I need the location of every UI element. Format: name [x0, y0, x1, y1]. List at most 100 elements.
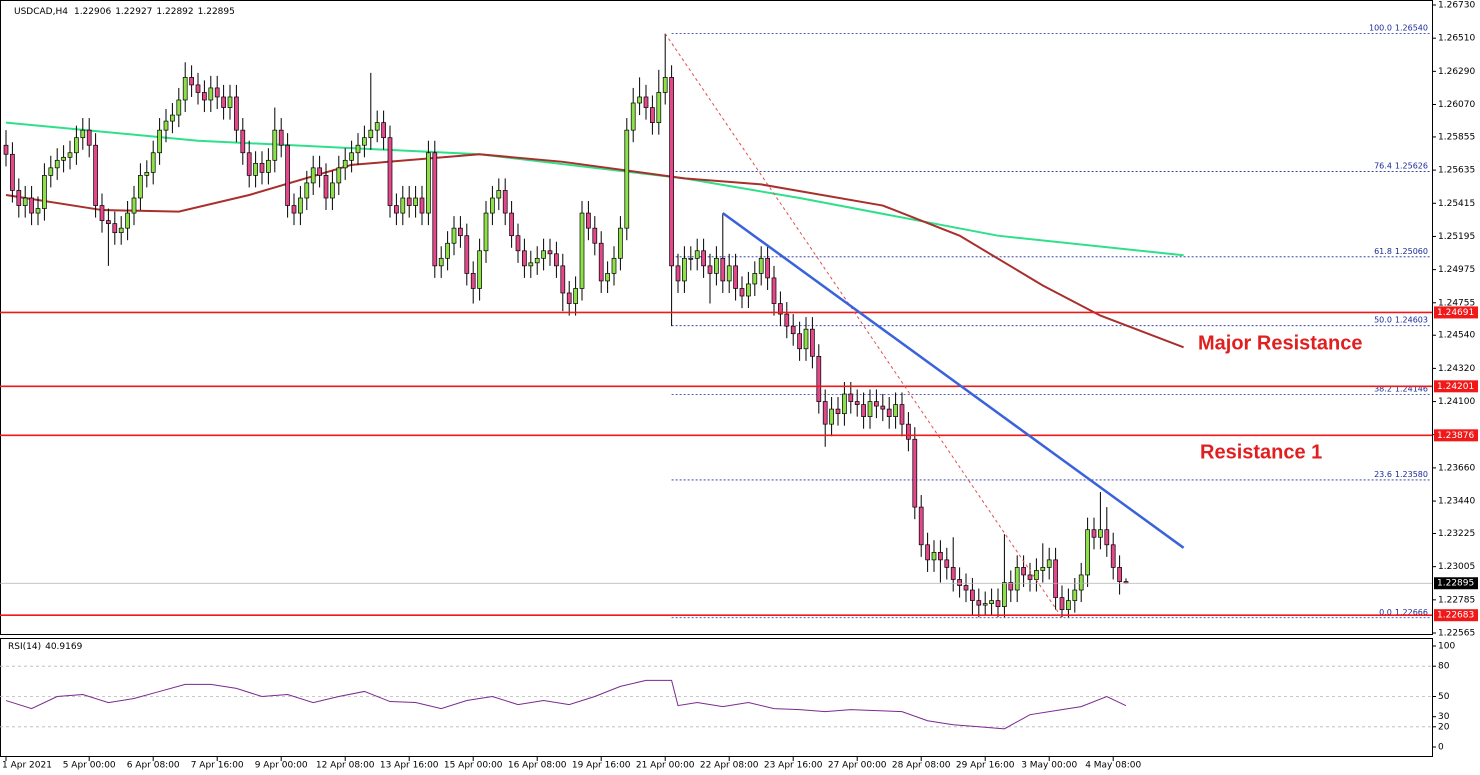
level-label: 1.23876 — [1437, 431, 1474, 441]
symbol: USDCAD,H4 — [14, 7, 68, 17]
candle-body — [1085, 529, 1090, 576]
y-tick-label: 1.23440 — [1438, 497, 1475, 507]
candle-body — [298, 197, 303, 214]
x-tick-label: 4 May 08:00 — [1085, 761, 1141, 771]
candle-body — [867, 401, 873, 417]
trendline — [664, 33, 1063, 619]
level-tag — [1434, 306, 1478, 319]
y-tick-label: 1.23005 — [1438, 562, 1475, 572]
candle-body — [1008, 582, 1014, 591]
candle-body — [1091, 529, 1097, 538]
candle-body — [355, 144, 361, 154]
rsi-tick-label: 30 — [1438, 712, 1450, 722]
candle-body — [477, 250, 482, 289]
rsi-tick-label: 100 — [1438, 642, 1455, 652]
chart-header: USDCAD,H4 1.22906 1.22927 1.22892 1.22895 — [14, 7, 235, 17]
candle-body — [662, 77, 668, 93]
rsi-tick-label: 20 — [1438, 722, 1450, 732]
candle-body — [170, 114, 175, 122]
candle-body — [125, 212, 130, 229]
y-tick-label: 1.26730 — [1438, 1, 1475, 11]
x-tick-label: 7 Apr 16:00 — [191, 761, 244, 771]
fib-ratio: 100.0 — [1369, 23, 1392, 32]
candle-body — [74, 137, 79, 154]
candle-body — [157, 129, 162, 154]
candle-body — [458, 227, 463, 237]
level-tag — [1434, 429, 1478, 442]
candle-body — [1053, 559, 1058, 598]
candle-body — [995, 600, 1001, 607]
y-tick-label: 1.22785 — [1438, 595, 1475, 605]
candle-body — [848, 393, 854, 402]
candle-body — [336, 167, 342, 184]
candle-body — [1027, 574, 1033, 580]
y-tick-label: 1.24100 — [1438, 397, 1475, 407]
candle-body — [957, 579, 962, 586]
y-tick-label: 1.23660 — [1438, 463, 1475, 473]
candle-body — [106, 220, 111, 224]
annotation: Major Resistance — [1198, 332, 1363, 354]
candle-body — [227, 96, 233, 108]
candle-body — [726, 265, 732, 282]
candle-body — [10, 153, 15, 191]
y-tick-label: 1.25195 — [1438, 232, 1475, 242]
candle-body — [528, 262, 534, 267]
candle-body — [432, 152, 438, 267]
y-tick-label: 1.25415 — [1438, 199, 1475, 209]
candle-body — [1078, 574, 1084, 591]
candle-body — [963, 585, 969, 591]
candle-body — [861, 404, 866, 417]
candle-body — [784, 313, 790, 327]
x-tick-label: 9 Apr 00:00 — [255, 761, 308, 771]
candle-body — [54, 159, 60, 169]
fib-ratio: 76.4 — [1374, 161, 1392, 170]
candle-body — [733, 265, 738, 289]
candle-body — [950, 567, 956, 580]
candle-body — [387, 137, 393, 206]
fib-price: 1.24146 — [1395, 384, 1428, 393]
candle-body — [598, 242, 604, 282]
candle-body — [253, 162, 258, 176]
candle-body — [131, 197, 137, 214]
x-tick-label: 28 Apr 08:00 — [892, 761, 951, 771]
candle-body — [400, 197, 406, 214]
candle-body — [1104, 529, 1110, 546]
candle-body — [765, 257, 770, 279]
candle-body — [259, 162, 265, 173]
candle-body — [970, 589, 975, 601]
candle-body — [451, 227, 457, 244]
y-tick-label: 1.24975 — [1438, 265, 1475, 275]
candle-body — [144, 172, 150, 176]
candle-body — [534, 257, 540, 264]
x-tick-label: 22 Apr 08:00 — [700, 761, 759, 771]
candle-body — [586, 212, 591, 229]
candle-body — [1066, 600, 1071, 610]
candle-body — [490, 197, 495, 214]
candle-body — [35, 208, 41, 214]
candle-body — [118, 227, 124, 234]
candle-body — [310, 167, 316, 184]
candle-body — [637, 96, 642, 104]
candle-body — [221, 96, 226, 108]
candle-body — [22, 197, 28, 206]
candle-body — [707, 265, 713, 274]
candle-body — [426, 152, 431, 214]
fib-label: 0.0 1.22666 — [1379, 607, 1428, 616]
fib-label: 38.2 1.24146 — [1374, 384, 1428, 393]
candle-body — [573, 288, 578, 304]
fib-label: 100.0 1.26540 — [1369, 23, 1428, 32]
candle-body — [630, 102, 636, 131]
candle-body — [374, 122, 380, 131]
candle-body — [176, 99, 182, 116]
rsi-value: 40.9169 — [45, 642, 82, 652]
candle-body — [688, 257, 694, 260]
candle-body — [1002, 582, 1007, 607]
rsi-tick-label: 50 — [1438, 692, 1450, 702]
candle-body — [246, 152, 252, 176]
last-close: 1.22895 — [198, 7, 235, 17]
fib-label: 61.8 1.25060 — [1374, 246, 1428, 255]
candle-body — [195, 84, 201, 93]
x-tick-label: 15 Apr 00:00 — [444, 761, 503, 771]
x-tick-label: 29 Apr 16:00 — [956, 761, 1015, 771]
